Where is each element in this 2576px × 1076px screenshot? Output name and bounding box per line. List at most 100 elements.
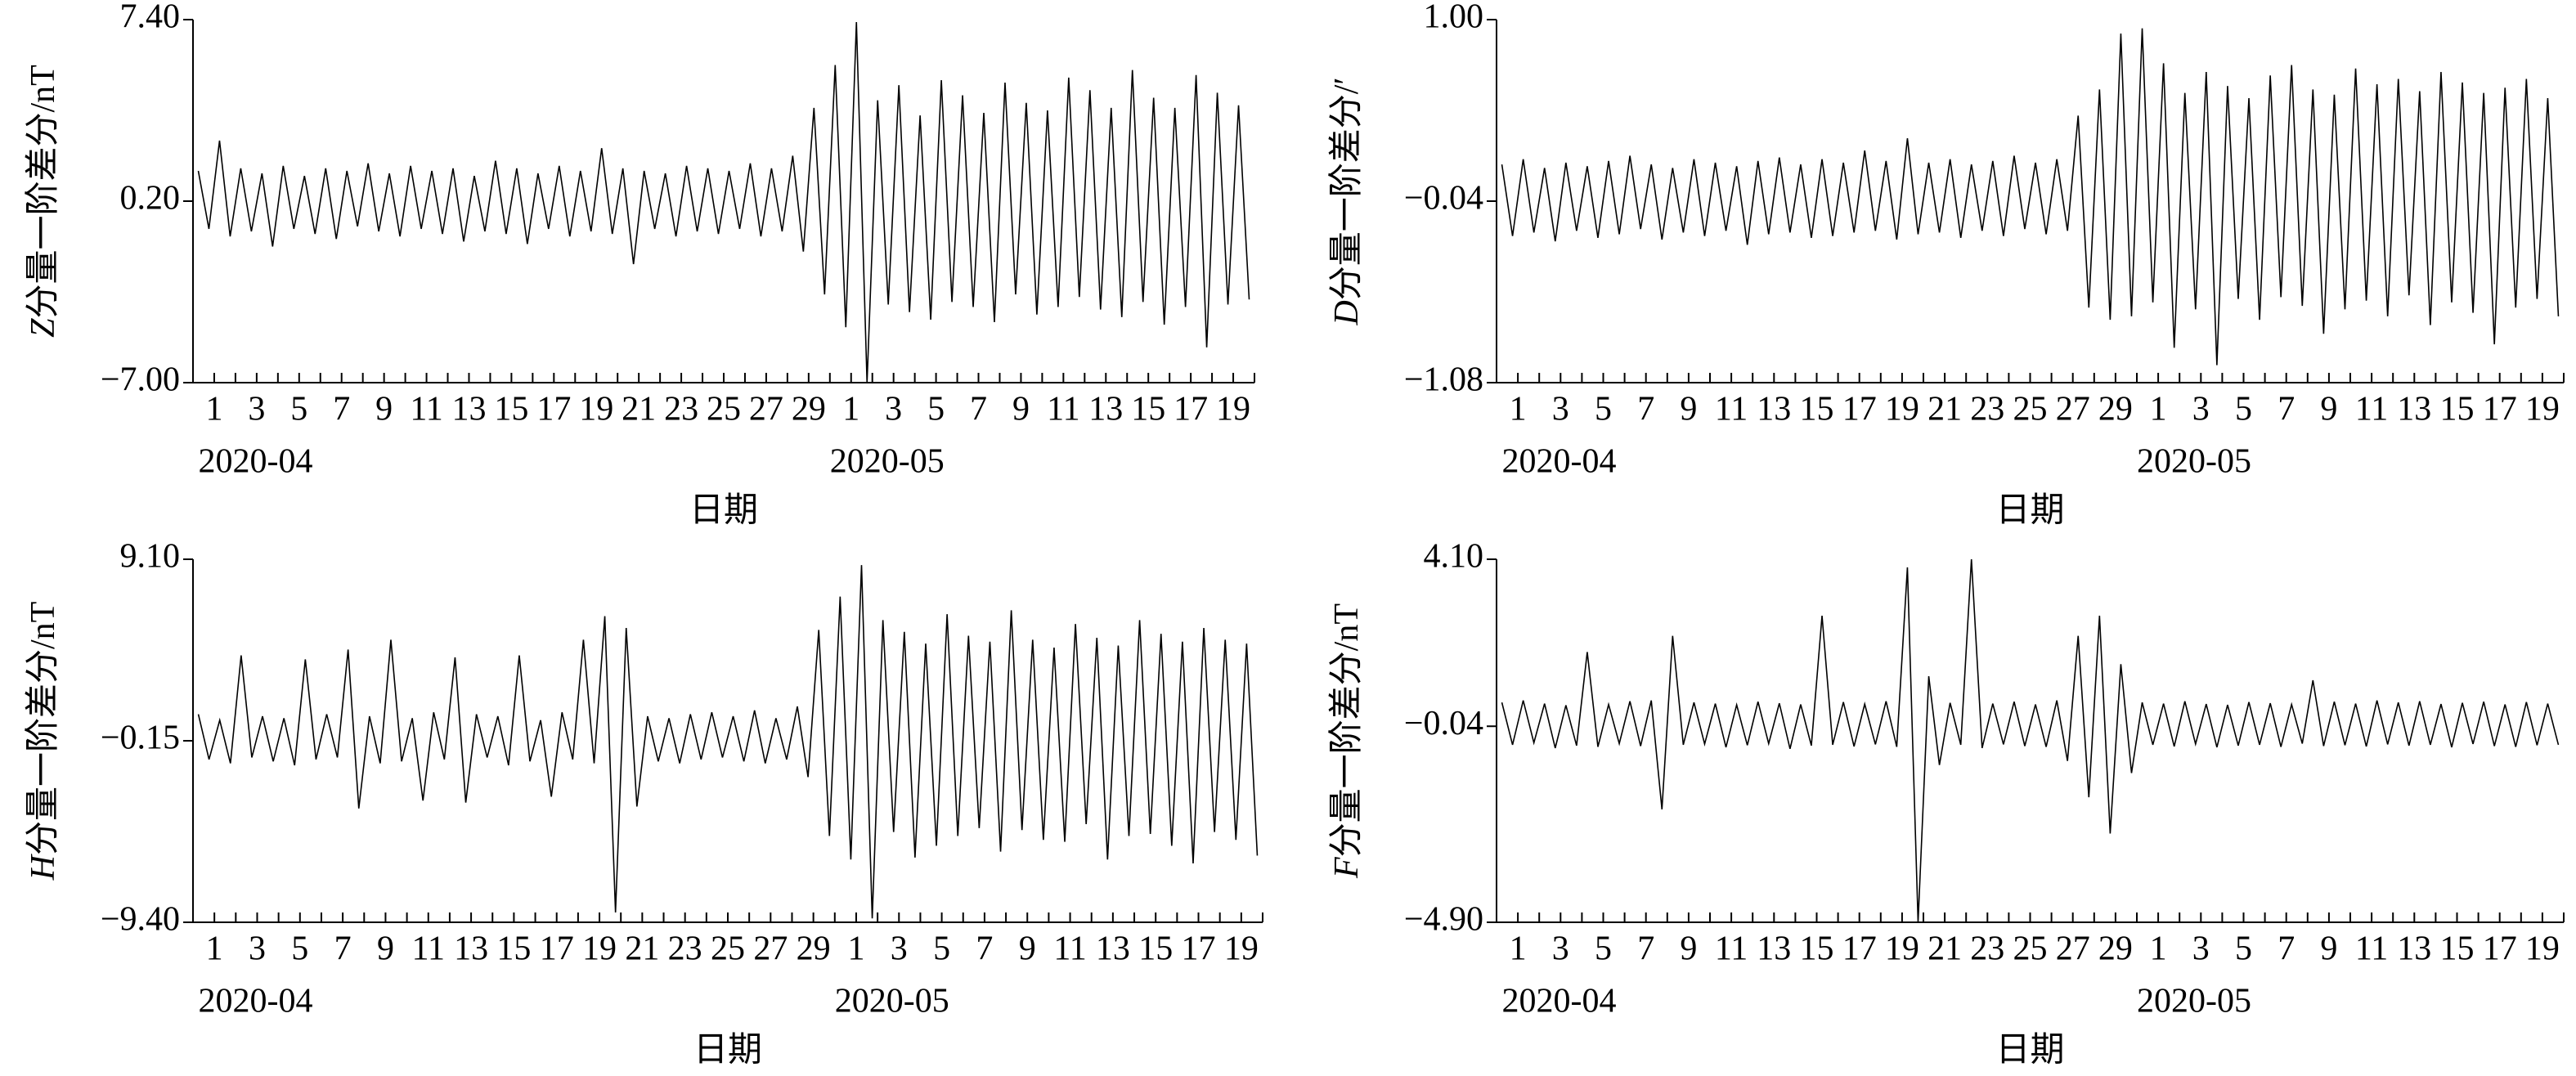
x-tick-label: 13 bbox=[451, 391, 486, 428]
month-label: 2020-04 bbox=[1502, 443, 1617, 481]
x-tick-label: 21 bbox=[1928, 930, 1962, 968]
y-axis-title-text: 分量一阶差分/nT bbox=[25, 602, 62, 855]
x-tick-label: 9 bbox=[375, 391, 393, 428]
y-tick-label: −0.15 bbox=[101, 720, 180, 757]
x-tick-label: 21 bbox=[625, 930, 659, 968]
x-tick-label: 23 bbox=[668, 930, 702, 968]
month-label: 2020-05 bbox=[835, 983, 949, 1020]
month-label: 2020-05 bbox=[830, 443, 945, 481]
x-tick-label: 17 bbox=[1174, 391, 1208, 428]
x-tick-label: 13 bbox=[1757, 930, 1791, 968]
x-tick-label: 25 bbox=[2013, 391, 2048, 428]
x-tick-label: 17 bbox=[1842, 930, 1877, 968]
x-tick-label: 7 bbox=[976, 930, 993, 968]
x-tick-label: 17 bbox=[536, 391, 571, 428]
y-axis-title-text: 分量一阶差分/′ bbox=[1328, 77, 1366, 300]
y-tick-label: −1.08 bbox=[1404, 361, 1483, 399]
x-tick-label: 5 bbox=[2235, 930, 2252, 968]
x-tick-label: 1 bbox=[2150, 930, 2167, 968]
x-tick-label: 29 bbox=[2098, 391, 2133, 428]
x-tick-label: 13 bbox=[454, 930, 488, 968]
x-tick-label: 11 bbox=[1047, 391, 1079, 428]
x-tick-label: 7 bbox=[334, 930, 352, 968]
x-tick-label: 9 bbox=[1012, 391, 1030, 428]
x-tick-label: 27 bbox=[2056, 930, 2090, 968]
x-tick-label: 13 bbox=[1757, 391, 1791, 428]
x-tick-label: 23 bbox=[1970, 391, 2004, 428]
x-tick-label: 13 bbox=[1088, 391, 1123, 428]
x-tick-label: 9 bbox=[1019, 930, 1036, 968]
x-tick-label: 11 bbox=[410, 391, 442, 428]
x-tick-label: 19 bbox=[582, 930, 617, 968]
x-tick-label: 1 bbox=[1510, 930, 1527, 968]
x-tick-label: 27 bbox=[753, 930, 788, 968]
month-label: 2020-04 bbox=[198, 443, 312, 481]
x-axis-title: 日期 bbox=[1995, 492, 2064, 530]
x-tick-label: 19 bbox=[1216, 391, 1250, 428]
x-tick-label: 29 bbox=[792, 391, 826, 428]
x-tick-label: 9 bbox=[377, 930, 394, 968]
x-tick-label: 5 bbox=[1595, 930, 1612, 968]
x-tick-label: 1 bbox=[1510, 391, 1527, 428]
month-label: 2020-04 bbox=[1502, 983, 1617, 1020]
x-tick-label: 17 bbox=[1182, 930, 1216, 968]
data-line bbox=[197, 22, 1250, 383]
x-tick-label: 19 bbox=[2525, 930, 2560, 968]
x-axis-title: 日期 bbox=[689, 492, 758, 530]
x-tick-label: 7 bbox=[1637, 391, 1654, 428]
x-tick-label: 15 bbox=[496, 930, 531, 968]
y-tick-label: 1.00 bbox=[1424, 0, 1484, 36]
y-axis-title: F分量一阶差分/nT bbox=[1328, 603, 1366, 879]
x-axis-title: 日期 bbox=[693, 1032, 762, 1069]
x-tick-label: 19 bbox=[579, 391, 613, 428]
x-tick-label: 3 bbox=[1552, 930, 1569, 968]
x-tick-label: 25 bbox=[2013, 930, 2048, 968]
x-tick-label: 9 bbox=[2320, 930, 2337, 968]
x-tick-label: 7 bbox=[1637, 930, 1654, 968]
x-tick-label: 23 bbox=[1970, 930, 2004, 968]
x-tick-label: 15 bbox=[494, 391, 528, 428]
x-tick-label: 5 bbox=[291, 930, 308, 968]
x-tick-label: 5 bbox=[933, 930, 950, 968]
x-tick-label: 25 bbox=[711, 930, 745, 968]
x-tick-label: 9 bbox=[2320, 391, 2337, 428]
y-tick-label: −7.00 bbox=[101, 361, 180, 399]
x-tick-label: 19 bbox=[1885, 391, 1919, 428]
x-tick-label: 3 bbox=[2192, 391, 2210, 428]
x-tick-label: 9 bbox=[1680, 930, 1697, 968]
x-tick-label: 21 bbox=[1928, 391, 1962, 428]
x-tick-label: 17 bbox=[2483, 391, 2517, 428]
y-tick-label: 7.40 bbox=[120, 0, 181, 36]
x-axis-title: 日期 bbox=[1995, 1032, 2064, 1069]
x-tick-label: 17 bbox=[540, 930, 574, 968]
month-label: 2020-05 bbox=[2137, 983, 2251, 1020]
y-tick-label: −0.04 bbox=[1404, 180, 1483, 217]
y-tick-label: −4.90 bbox=[1404, 901, 1483, 939]
x-tick-label: 13 bbox=[1096, 930, 1130, 968]
x-tick-label: 15 bbox=[2440, 930, 2475, 968]
x-tick-label: 3 bbox=[249, 930, 266, 968]
x-tick-label: 15 bbox=[2440, 391, 2475, 428]
y-axis-title-text: 分量一阶差分/nT bbox=[1328, 603, 1366, 857]
data-line bbox=[197, 565, 1259, 919]
x-tick-label: 13 bbox=[2397, 930, 2431, 968]
x-tick-label: 3 bbox=[2192, 930, 2210, 968]
x-tick-label: 7 bbox=[2278, 391, 2295, 428]
data-line bbox=[1501, 558, 2560, 923]
x-tick-label: 11 bbox=[412, 930, 445, 968]
y-axis-title: D分量一阶差分/′ bbox=[1328, 77, 1366, 325]
x-tick-label: 3 bbox=[248, 391, 265, 428]
y-axis-variable: H bbox=[25, 853, 62, 881]
x-tick-label: 13 bbox=[2397, 391, 2431, 428]
x-tick-label: 17 bbox=[2483, 930, 2517, 968]
x-tick-label: 1 bbox=[205, 391, 222, 428]
x-tick-label: 29 bbox=[2098, 930, 2133, 968]
x-tick-label: 7 bbox=[333, 391, 350, 428]
y-axis-variable: D bbox=[1328, 300, 1366, 325]
x-tick-label: 23 bbox=[664, 391, 698, 428]
x-tick-label: 3 bbox=[891, 930, 908, 968]
x-tick-label: 3 bbox=[885, 391, 902, 428]
x-tick-label: 7 bbox=[970, 391, 987, 428]
x-tick-label: 11 bbox=[2355, 930, 2388, 968]
